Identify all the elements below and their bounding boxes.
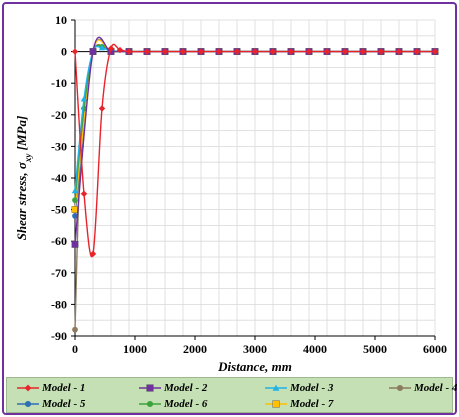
data-point [179,48,187,55]
y-tick-label: -20 [51,108,67,122]
y-tick-label: -70 [51,266,67,280]
legend-label: Model - 2 [164,382,208,394]
data-point [80,190,88,197]
x-tick-label: 1000 [123,342,147,356]
legend-swatch [265,384,287,391]
data-point [24,384,32,392]
legend-label: Model - 6 [164,398,208,410]
data-point [396,384,404,392]
legend-item-model-4: Model - 4 [389,380,457,396]
data-point [116,46,124,54]
data-point [161,48,169,55]
data-point [272,384,280,391]
legend-swatch [17,400,39,408]
legend-label: Model - 5 [42,398,86,410]
legend-label: Model - 3 [290,382,334,394]
y-tick-label: -30 [51,139,67,153]
data-point [146,384,154,392]
data-point [413,48,421,55]
legend-item-model-5: Model - 5 [17,396,85,412]
legend-item-model-6: Model - 6 [139,396,207,412]
y-tick-label: -50 [51,203,67,217]
legend-label: Model - 1 [42,382,86,394]
legend-label: Model - 7 [290,398,334,410]
data-point [107,45,115,52]
legend-item-model-1: Model - 1 [17,380,85,396]
x-tick-label: 2000 [183,342,207,356]
data-series [71,36,439,333]
data-point [71,48,79,55]
data-point [359,48,367,55]
x-tick-label: 0 [72,342,78,356]
y-axis-title: Shear stress, σxy [MPa] [14,116,33,241]
data-point [377,48,385,55]
data-point [89,48,97,56]
data-point [197,48,205,55]
data-point [72,326,78,333]
legend-swatch [389,384,411,392]
data-point [272,400,280,408]
data-point [305,48,313,55]
grid [75,19,436,337]
legend-item-model-3: Model - 3 [265,380,333,396]
y-tick-label: -40 [51,171,67,185]
data-point [146,400,154,408]
data-point [80,95,88,102]
y-tick-label: -80 [51,297,67,311]
data-point [98,44,106,51]
data-point [323,48,331,55]
data-point [233,48,241,55]
x-tick-label: 6000 [423,342,447,356]
legend-swatch [139,400,161,408]
x-axis-title: Distance, mm [217,359,292,374]
legend-item-model-2: Model - 2 [139,380,207,396]
data-point [431,48,439,55]
x-tick-label: 3000 [243,342,267,356]
legend: Model - 1 Model - 2 Model - 3 Model - 4 Mode… [6,377,457,413]
data-point [395,48,403,55]
data-point [72,197,78,203]
x-tick-label: 4000 [303,342,327,356]
legend-swatch [17,384,39,392]
data-point [251,48,259,55]
data-point [287,48,295,55]
y-tick-label: -60 [51,234,67,248]
y-tick-label: 0 [61,45,67,59]
series-1 [71,43,439,258]
y-tick-label: -90 [51,329,67,343]
x-tick-label: 5000 [363,342,387,356]
y-tick-label: -10 [51,76,67,90]
data-point [269,48,277,55]
legend-swatch [265,400,287,408]
data-point [125,48,133,55]
data-point [89,250,97,258]
legend-item-model-7: Model - 7 [265,396,333,412]
y-axis-title-main: Shear stress, σ [14,161,29,240]
legend-label: Model - 4 [414,382,458,394]
data-point [215,48,223,55]
y-tick-label: 10 [55,13,67,27]
data-point [71,240,79,248]
data-point [71,187,79,194]
legend-swatch [139,384,161,392]
data-point [143,48,151,55]
data-point [341,48,349,55]
y-axis-title-unit: [MPa] [14,116,29,154]
data-point [98,105,106,112]
y-axis-title-sub: xy [23,153,33,164]
tick-labels: 10 0 -10 -20 -30 -40 -50 -60 -70 -80 -90 0 1000 2000 3… [51,13,447,356]
data-point [72,213,78,219]
data-point [24,400,32,408]
